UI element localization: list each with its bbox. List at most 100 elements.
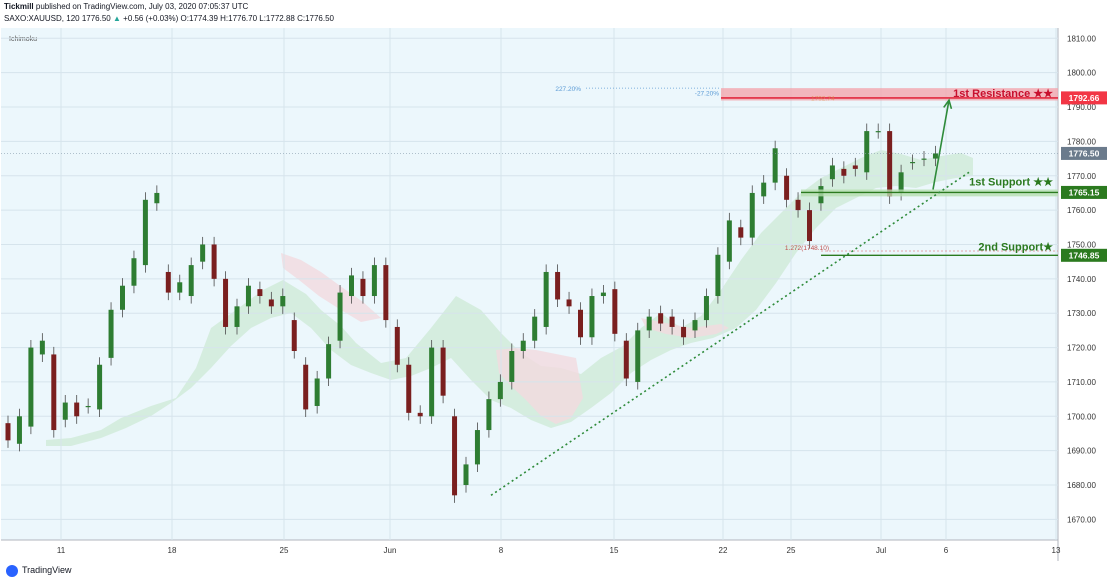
candle-body (486, 399, 492, 431)
fib-neg27-label: -27.20% (695, 90, 719, 97)
x-tick-label: 6 (944, 546, 949, 555)
candle-body (51, 354, 57, 431)
candle-body (349, 275, 354, 297)
candle-body (474, 430, 480, 465)
candle-body (807, 210, 812, 242)
candle-body (62, 402, 68, 420)
candle-body (623, 340, 629, 379)
candle-body (291, 320, 297, 352)
candle-body (692, 320, 698, 331)
y-tick-label: 1780.00 (1067, 137, 1096, 146)
tradingview-logo-icon[interactable] (6, 565, 18, 577)
candle-body (910, 162, 916, 164)
y-tick-label: 1690.00 (1067, 447, 1096, 456)
published-text: published on TradingView.com, July 03, 2… (35, 2, 249, 11)
candle-body (188, 265, 194, 297)
candle-body (509, 351, 515, 382)
candle-body (440, 347, 446, 396)
candle-body (120, 285, 125, 310)
y-tick-label: 1680.00 (1067, 481, 1096, 490)
publisher-name[interactable]: Tickmill (4, 2, 34, 11)
candle-body (28, 347, 34, 427)
candle-body (314, 378, 320, 406)
candle-body (784, 175, 790, 200)
candle-body (612, 289, 618, 334)
axis-labels: 1670.00 1680.00 1690.00 1700.00 1710.00 1720.… (57, 34, 1097, 555)
candle-body (97, 364, 103, 410)
candle-body (16, 416, 22, 444)
candle-body (280, 296, 286, 307)
candle-body (887, 131, 893, 197)
x-tick-label: 22 (719, 546, 728, 555)
x-tick-label: Jul (876, 546, 886, 555)
candle-body (326, 344, 332, 379)
y-tick-label: 1760.00 (1067, 206, 1096, 215)
candle-body (669, 316, 675, 327)
symbol-label: SAXO:XAUUSD, 120 (4, 14, 80, 23)
candle-body (600, 292, 606, 297)
footer: TradingView (0, 561, 1110, 580)
candle-body (749, 192, 755, 238)
candle-body (371, 265, 377, 297)
publish-line: Tickmill published on TradingView.com, J… (4, 2, 248, 11)
x-tick-label: Jun (384, 546, 397, 555)
candle-body (875, 131, 881, 133)
candle-body (177, 282, 183, 293)
chart-header: Tickmill published on TradingView.com, J… (0, 0, 1110, 28)
candle-body (142, 199, 148, 266)
price-axis (1058, 28, 1108, 561)
candle-body (772, 148, 778, 183)
candle-body (383, 265, 389, 321)
support-2-label: 2nd Support★ (978, 241, 1053, 253)
price-tag-label: 1746.85 (1069, 250, 1100, 260)
price-tag-label: 1792.66 (1069, 93, 1100, 103)
grid (1, 28, 1058, 540)
brand-label[interactable]: TradingView (22, 565, 72, 575)
candle-body (532, 316, 538, 341)
candle-body (463, 464, 469, 486)
target-arrow-head (943, 98, 953, 110)
candle-body (738, 227, 744, 238)
candle-body (268, 299, 274, 307)
resistance-1-label: 1st Resistance ★★ (953, 88, 1053, 100)
price-tag-label: 1776.50 (1069, 148, 1100, 158)
fib-1272-label: 1.272(1748.10) (785, 245, 829, 252)
y-tick-label: 1770.00 (1067, 172, 1096, 181)
candle-body (898, 172, 904, 193)
candle-body (726, 220, 732, 262)
candle-body (5, 423, 11, 441)
fib-227-label: 227.20% (555, 86, 581, 93)
y-tick-label: 1790.00 (1067, 103, 1096, 112)
candle-body (417, 412, 423, 417)
y-tick-label: 1730.00 (1067, 309, 1096, 318)
y-tick-label: 1810.00 (1067, 34, 1096, 43)
drawings (1, 87, 1058, 496)
candle-body (234, 306, 240, 327)
last-price: 1776.50 (81, 14, 111, 23)
price-tag (1061, 185, 1107, 199)
chart-frame[interactable]: Ichimoku 1st Resistance ★★ 1st Support ★★… (1, 28, 1108, 561)
y-tick-label: 1720.00 (1067, 344, 1096, 353)
candle-body (200, 244, 206, 262)
candle-body (761, 182, 767, 197)
candle-body (223, 278, 229, 327)
y-tick-label: 1740.00 (1067, 275, 1096, 284)
candle-body (829, 165, 835, 180)
candlestick-chart[interactable]: Ichimoku 1st Resistance ★★ 1st Support ★★… (1, 28, 1108, 561)
candles (5, 123, 938, 503)
candle-body (703, 296, 709, 321)
x-tick-label: 25 (787, 546, 796, 555)
candle-body (257, 289, 263, 297)
fib-faint-label: 1792.74 (811, 95, 835, 102)
annotations: 1st Resistance ★★ 1st Support ★★ 2nd Suppo… (555, 86, 1053, 253)
candle-body (543, 271, 549, 327)
price-tag-label: 1765.15 (1069, 187, 1100, 197)
candle-body (39, 340, 45, 355)
price-tag (1061, 146, 1107, 160)
support-1-label: 1st Support ★★ (969, 176, 1053, 188)
candle-body (360, 278, 366, 297)
candle-body (497, 381, 503, 400)
y-tick-label: 1670.00 (1067, 515, 1096, 524)
candle-body (165, 271, 171, 293)
x-tick-label: 15 (610, 546, 619, 555)
